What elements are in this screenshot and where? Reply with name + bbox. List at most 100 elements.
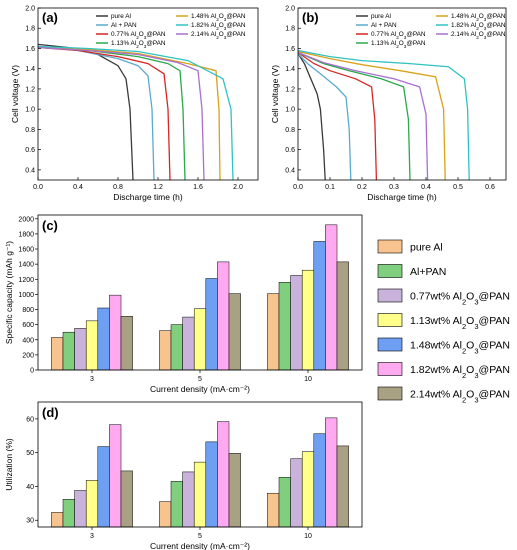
label-part: 3 — [144, 44, 147, 49]
panel-label: (a) — [42, 10, 58, 25]
series-line — [37, 46, 186, 181]
bar — [74, 328, 87, 371]
label-part: 0.77wt% Al — [410, 291, 462, 303]
label-part: 2 — [462, 346, 466, 355]
legend-swatch — [377, 386, 403, 401]
bar — [51, 512, 64, 528]
bar — [325, 417, 338, 528]
y-tick-label: 1800 — [18, 231, 34, 238]
bar — [51, 337, 64, 371]
label-part: 2 — [476, 35, 479, 40]
label-part: 2 — [462, 297, 466, 306]
y-tick-label: 50 — [26, 450, 34, 457]
bar — [325, 224, 338, 371]
label-part: 3 — [144, 35, 147, 40]
y-tick-label: 1.4 — [25, 66, 35, 73]
series-line — [37, 46, 171, 181]
legend-label: pure Al — [111, 13, 131, 20]
x-tick-label: 1.6 — [193, 184, 203, 191]
y-tick-label: 1200 — [18, 277, 34, 284]
bar — [228, 453, 241, 528]
y-tick-label: 40 — [26, 484, 34, 491]
y-axis-label: Utilization (%) — [4, 438, 14, 491]
x-tick-label: 0.0 — [33, 184, 43, 191]
y-tick-label: 0 — [30, 368, 34, 375]
panel-label: (d) — [42, 405, 59, 420]
legend-label: 1.48% Al2O3@PAN — [451, 13, 506, 22]
label-part: 3 — [484, 35, 487, 40]
label-part: O — [479, 22, 484, 29]
y-tick-label: 0.8 — [25, 127, 35, 134]
y-tick-label: 0.8 — [285, 127, 295, 134]
label-part: @PAN — [479, 364, 510, 376]
x-tick-label: 3 — [90, 533, 94, 540]
legend-swatch — [377, 313, 403, 327]
bar — [97, 307, 110, 371]
label-part: O — [219, 31, 224, 38]
label-part: @PAN — [226, 22, 246, 29]
bar — [62, 331, 75, 371]
x-tick-label: 0.8 — [113, 184, 123, 191]
x-axis-label: Discharge time (h) — [367, 192, 437, 202]
plot-frame — [37, 401, 363, 528]
series-line — [297, 51, 378, 181]
x-tick-label: 10 — [304, 376, 312, 383]
bar — [109, 294, 122, 371]
label-part: 3 — [404, 35, 407, 40]
label-part: 1.48% Al — [451, 13, 476, 20]
series-line — [37, 45, 155, 181]
label-part: @PAN — [486, 31, 506, 38]
x-tick-label: 10 — [304, 533, 312, 540]
panel-c-specific-capacity: 3 5 10 0 200 400 600 800 1000 1200 1400 1600 1800 200… — [4, 214, 363, 394]
legend-label: 2.14% Al2O3@PAN — [451, 31, 506, 40]
legend-label: 1.13% Al2O3@PAN — [111, 40, 166, 49]
y-tick-label: 1400 — [18, 262, 34, 269]
bar — [74, 490, 87, 528]
bar — [278, 477, 291, 528]
label-part: 3 — [474, 297, 478, 306]
x-tick-label: 0.4 — [421, 184, 431, 191]
legend-label: 1.48% Al2O3@PAN — [191, 13, 246, 22]
legend-label: Al + PAN — [371, 22, 397, 29]
legend-swatch — [377, 362, 403, 376]
bar — [278, 282, 291, 371]
label-part: 2 — [476, 17, 479, 22]
legend-label: 1.48wt% Al2O3@PAN — [410, 340, 510, 356]
label-part: 2 — [136, 35, 139, 40]
y-tick-label: 400 — [22, 337, 34, 344]
label-part: 1.82% Al — [191, 22, 216, 29]
y-tick-label: 1.6 — [285, 46, 295, 53]
y-tick-label: 2000 — [18, 216, 34, 223]
bar — [205, 278, 218, 371]
y-tick-label: 600 — [22, 322, 34, 329]
bar — [205, 441, 218, 528]
y-tick-label: 200 — [22, 352, 34, 359]
bar — [301, 451, 315, 528]
bar — [336, 261, 349, 371]
bar — [159, 330, 172, 371]
legend-swatch — [377, 239, 403, 254]
x-axis-label: Current density (mA·cm⁻²) — [150, 384, 250, 394]
bar — [313, 433, 326, 528]
legend-label: 0.77% Al2O3@PAN — [371, 31, 426, 40]
bar — [290, 275, 303, 371]
legend-swatch — [377, 288, 403, 303]
label-part: O — [466, 291, 474, 303]
y-tick-label: 1600 — [18, 247, 34, 254]
label-part: 2.14% Al — [191, 31, 216, 38]
series-line — [297, 51, 411, 181]
series-line — [297, 53, 326, 181]
legend-label: 1.13% Al2O3@PAN — [371, 40, 426, 49]
y-axis-label: Cell voltage (V) — [270, 65, 280, 123]
bar — [336, 445, 349, 528]
bar — [182, 471, 195, 528]
bar — [193, 308, 207, 371]
label-part: 3 — [474, 322, 478, 331]
legend-label: 1.82% Al2O3@PAN — [191, 22, 246, 31]
label-part: 1.13% Al — [111, 40, 136, 47]
legend-label: pure Al — [371, 13, 391, 20]
label-part: 1.48% Al — [191, 13, 216, 20]
legend-label: Al+PAN — [410, 266, 446, 278]
bar — [85, 320, 99, 371]
x-tick-label: 0.0 — [293, 184, 303, 191]
